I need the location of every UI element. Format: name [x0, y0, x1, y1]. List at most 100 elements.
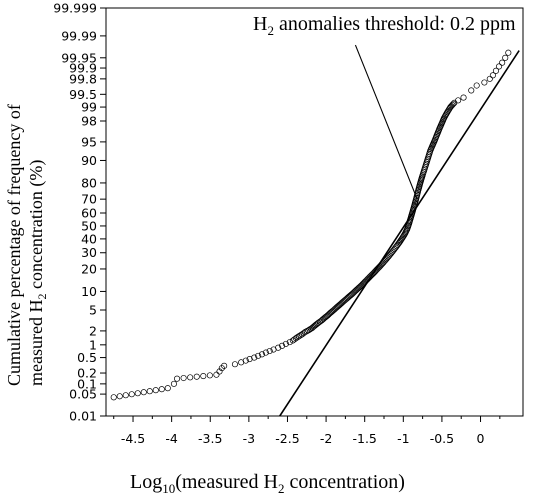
y-axis-title-line1: Cumulative percentage of frequency of	[4, 104, 24, 386]
y-tick-label: 99.999	[53, 1, 97, 16]
data-point	[376, 264, 383, 271]
data-point	[289, 337, 296, 344]
data-point	[496, 63, 503, 70]
threshold-annotation: H2 anomalies threshold: 0.2 ppm	[253, 13, 516, 38]
data-point	[300, 330, 307, 337]
data-point	[221, 362, 228, 369]
normal-fit-line	[279, 50, 520, 417]
data-point	[360, 280, 367, 287]
data-point	[122, 392, 129, 399]
data-point	[505, 49, 512, 56]
x-tick-label: -1	[397, 431, 409, 446]
data-point	[492, 67, 500, 74]
data-point	[481, 79, 488, 86]
data-point	[152, 387, 159, 394]
x-tick-label: -3	[243, 431, 255, 446]
y-tick-label: 99.5	[69, 87, 97, 102]
x-tick-label: -3.5	[198, 431, 222, 446]
data-point	[296, 333, 303, 340]
data-point	[255, 352, 262, 359]
y-tick-label: 99.9	[69, 61, 97, 76]
data-point	[187, 374, 194, 381]
data-point	[450, 100, 457, 107]
data-point	[291, 336, 298, 343]
y-tick-label: 0.5	[77, 350, 97, 365]
data-point	[116, 393, 123, 400]
data-point	[365, 274, 372, 281]
data-point	[134, 390, 141, 397]
data-point	[449, 101, 456, 109]
data-point	[213, 371, 220, 378]
data-point	[499, 59, 506, 66]
data-point	[218, 365, 225, 372]
x-tick-label: -2.5	[275, 431, 299, 446]
y-tick-label: 90	[81, 153, 97, 168]
data-point	[146, 388, 153, 395]
data-point	[362, 277, 369, 285]
x-tick-label: -0.5	[430, 431, 454, 446]
data-point	[372, 267, 380, 274]
data-point	[366, 273, 373, 280]
threshold-line	[354, 44, 418, 200]
data-point	[473, 82, 480, 89]
data-points	[110, 49, 512, 401]
data-point	[164, 385, 171, 392]
x-tick-label: -4	[165, 431, 178, 446]
y-axis-title-line2: measured H2 concentration (%)	[26, 160, 49, 386]
data-point	[502, 54, 509, 61]
y-tick-label: 0.01	[69, 409, 97, 424]
y-tick-label: 40	[81, 231, 97, 246]
x-axis: -4.5 -4 -3.5 -3 -2.5 -2 -1.5 -1 -0.5 0	[113, 416, 501, 446]
data-point	[275, 344, 282, 351]
data-point	[173, 375, 181, 382]
data-point	[370, 269, 378, 276]
y-tick-label: 70	[81, 192, 97, 207]
data-point	[251, 354, 258, 361]
y-tick-label: 20	[81, 261, 97, 276]
data-point	[266, 347, 273, 355]
data-point	[368, 271, 375, 278]
data-point	[110, 394, 117, 401]
data-point	[262, 349, 269, 356]
y-tick-label: 10	[81, 284, 97, 299]
y-tick-label: 0.1	[77, 376, 97, 391]
data-point	[140, 389, 147, 396]
data-point	[299, 331, 306, 338]
data-point	[231, 361, 239, 368]
data-point	[258, 351, 266, 358]
y-tick-label: 98	[81, 113, 97, 128]
y-tick-label: 1	[89, 337, 97, 352]
x-tick-label: 0	[477, 431, 485, 446]
data-point	[486, 75, 493, 82]
data-point	[170, 380, 178, 387]
y-tick-label: 99.8	[69, 71, 97, 86]
data-point	[246, 355, 253, 363]
y-tick-label: 95	[81, 134, 97, 149]
data-point	[369, 270, 376, 277]
data-point	[378, 261, 385, 269]
data-point	[359, 281, 366, 288]
data-point	[489, 72, 496, 79]
data-point	[361, 279, 368, 286]
y-tick-label: 2	[89, 323, 97, 338]
data-point	[371, 268, 379, 275]
y-tick-label: 99	[81, 100, 97, 115]
data-point	[357, 283, 364, 290]
y-tick-label: 99.95	[61, 50, 97, 65]
data-point	[282, 340, 289, 347]
data-point	[315, 319, 322, 326]
data-point	[206, 372, 213, 379]
data-point	[460, 94, 467, 101]
data-point	[363, 276, 370, 284]
data-point	[193, 373, 200, 380]
x-tick-label: -1.5	[352, 431, 376, 446]
data-point	[294, 334, 301, 341]
x-tick-label: -4.5	[121, 431, 145, 446]
x-tick-label: -2	[320, 431, 332, 446]
data-point	[373, 266, 381, 273]
data-point	[180, 374, 187, 382]
y-tick-label: 80	[81, 175, 97, 190]
data-point	[128, 391, 135, 398]
x-axis-title: Log10(measured H2 concentration)	[130, 471, 405, 496]
y-tick-label: 0.2	[77, 366, 97, 381]
